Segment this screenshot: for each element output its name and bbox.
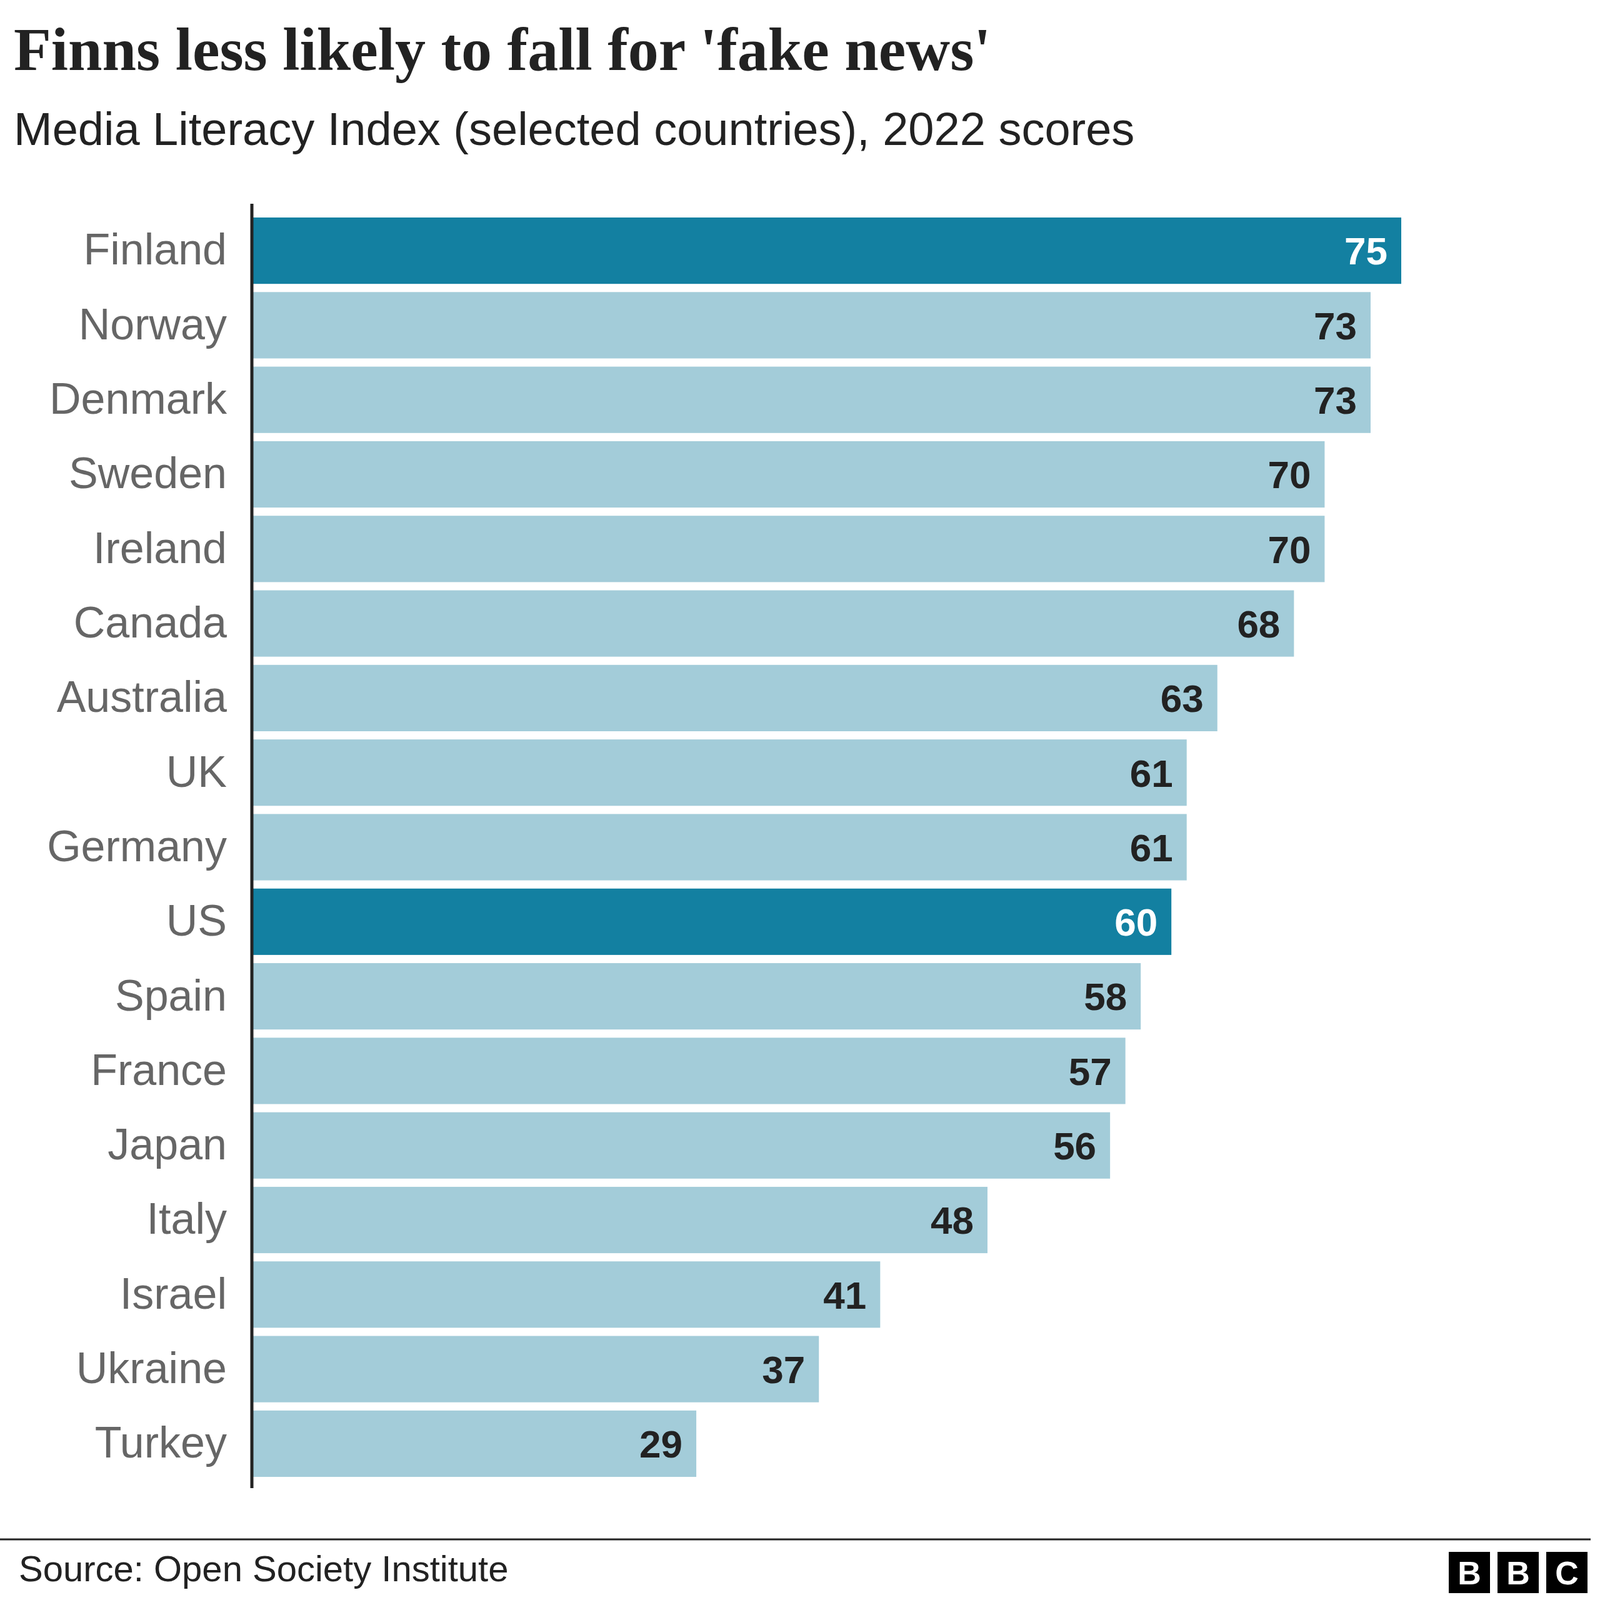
tick-label: UK bbox=[166, 747, 227, 797]
tick-label: Australia bbox=[56, 672, 227, 722]
tick-label: Canada bbox=[73, 598, 227, 647]
data-label: 61 bbox=[1130, 751, 1174, 795]
data-label: 73 bbox=[1313, 378, 1357, 422]
subtitle: Media Literacy Index (selected countries… bbox=[13, 103, 1135, 155]
tick: Sweden bbox=[68, 448, 227, 498]
data-labels: 7573737070686361616058575648413729 bbox=[639, 229, 1388, 1466]
logo-letter: B bbox=[1457, 1555, 1482, 1592]
bar bbox=[251, 1336, 819, 1403]
data-label: 56 bbox=[1053, 1124, 1097, 1168]
tick: Australia bbox=[56, 672, 227, 722]
tick: US bbox=[166, 896, 227, 945]
data-label: 58 bbox=[1083, 975, 1127, 1019]
tick-label: Sweden bbox=[68, 448, 227, 498]
tick: France bbox=[90, 1045, 227, 1095]
bar bbox=[251, 888, 1172, 955]
bar bbox=[251, 217, 1402, 284]
tick: Japan bbox=[107, 1120, 227, 1169]
bar bbox=[251, 590, 1294, 657]
logo-box bbox=[1497, 1551, 1539, 1594]
data-label: 41 bbox=[823, 1273, 867, 1317]
tick: Israel bbox=[120, 1269, 227, 1319]
tick-label: Ireland bbox=[93, 523, 227, 573]
bar bbox=[251, 1261, 880, 1328]
tick: Spain bbox=[115, 971, 227, 1020]
data-label: 60 bbox=[1114, 900, 1158, 944]
logo-box bbox=[1546, 1551, 1588, 1594]
tick-label: Ukraine bbox=[76, 1343, 227, 1393]
tick-label: Germany bbox=[46, 821, 227, 871]
data-label: 48 bbox=[930, 1198, 974, 1242]
tick: Turkey bbox=[95, 1418, 227, 1467]
title: Finns less likely to fall for 'fake news… bbox=[13, 15, 992, 84]
data-label: 75 bbox=[1344, 229, 1388, 273]
bar bbox=[251, 739, 1187, 806]
tick: Ukraine bbox=[76, 1343, 227, 1393]
plot: 7573737070686361616058575648413729Finlan… bbox=[46, 203, 1402, 1489]
axis-line bbox=[250, 203, 254, 1489]
footer-rule bbox=[0, 1538, 1591, 1541]
bar bbox=[251, 963, 1141, 1030]
tick-label: Turkey bbox=[95, 1418, 227, 1467]
tick-label: Denmark bbox=[49, 374, 228, 424]
tick-label: Italy bbox=[146, 1194, 227, 1244]
tick: Ireland bbox=[93, 523, 227, 573]
logo-letter: C bbox=[1555, 1555, 1579, 1592]
bar bbox=[251, 1186, 988, 1254]
bar bbox=[251, 1410, 697, 1477]
data-label: 68 bbox=[1236, 602, 1280, 646]
tick-label: Spain bbox=[115, 971, 227, 1020]
bar bbox=[251, 441, 1325, 508]
tick: Germany bbox=[46, 821, 227, 871]
data-label: 29 bbox=[639, 1422, 683, 1466]
data-label: 63 bbox=[1160, 676, 1204, 720]
logo-letter: B bbox=[1506, 1555, 1530, 1592]
bar bbox=[251, 515, 1325, 582]
bar bbox=[251, 1037, 1126, 1104]
data-label: 61 bbox=[1130, 826, 1174, 870]
data-label: 57 bbox=[1068, 1050, 1112, 1094]
tick: Norway bbox=[78, 300, 227, 349]
data-label: 73 bbox=[1313, 304, 1357, 348]
tick: Finland bbox=[83, 225, 227, 274]
chart: Finns less likely to fall for 'fake news… bbox=[0, 0, 1600, 1600]
logo: BBC bbox=[1448, 1551, 1588, 1594]
bar bbox=[251, 1112, 1110, 1179]
bars bbox=[251, 217, 1402, 1477]
data-label: 37 bbox=[761, 1348, 805, 1392]
tick: Italy bbox=[146, 1194, 227, 1244]
tick-label: Norway bbox=[78, 300, 227, 349]
tick: Denmark bbox=[49, 374, 228, 424]
tick-label: Finland bbox=[83, 225, 227, 274]
bar bbox=[251, 813, 1187, 880]
category-axis: Finland Norway Denmark Sweden Ireland Canada A… bbox=[46, 203, 252, 1489]
logo-box bbox=[1448, 1551, 1490, 1594]
tick-label: Israel bbox=[120, 1269, 227, 1319]
tick: UK bbox=[166, 747, 227, 797]
data-label: 70 bbox=[1267, 453, 1311, 497]
bar bbox=[251, 291, 1371, 359]
tick-label: Japan bbox=[107, 1120, 227, 1169]
tick: Canada bbox=[73, 598, 227, 647]
tick-label: France bbox=[90, 1045, 227, 1095]
bar bbox=[251, 366, 1371, 434]
data-label: 70 bbox=[1267, 528, 1311, 572]
tick-label: US bbox=[166, 896, 227, 945]
source: Source: Open Society Institute bbox=[18, 1548, 509, 1589]
bar bbox=[251, 665, 1218, 732]
